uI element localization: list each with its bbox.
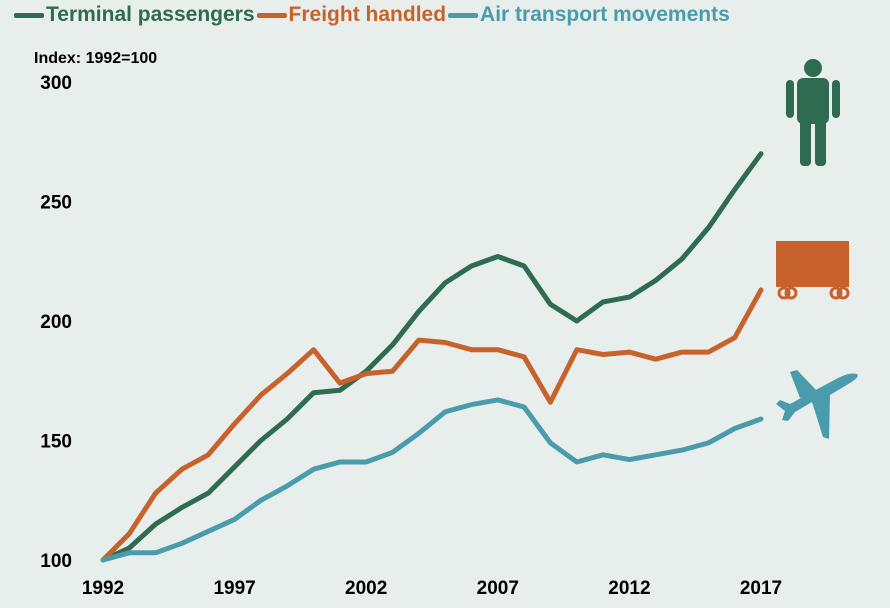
x-axis: 1992 1997 2002 2007 2012 2017	[82, 578, 782, 599]
legend-swatch	[14, 12, 44, 18]
y-tick-label: 150	[40, 432, 72, 453]
x-tick-label: 1992	[82, 578, 124, 599]
y-tick-label: 100	[40, 551, 72, 572]
series-line	[100, 287, 764, 563]
person-icon	[786, 59, 840, 166]
x-tick-label: 2002	[345, 578, 387, 599]
legend-swatch	[256, 12, 287, 18]
legend-item: Air transport movements	[448, 3, 730, 27]
legend-label: Air transport movements	[480, 3, 730, 26]
y-axis: 100 150 200 250 300	[40, 73, 72, 572]
x-tick-label: 1997	[213, 578, 255, 599]
freight-cart-icon	[776, 241, 850, 300]
x-tick-label: 2007	[477, 578, 519, 599]
legend-item: Terminal passengers	[14, 3, 255, 27]
legend-label: Terminal passengers	[46, 3, 255, 26]
y-tick-label: 250	[40, 193, 72, 214]
x-tick-label: 2017	[740, 578, 782, 599]
x-tick-label: 2012	[608, 578, 650, 599]
y-tick-label: 300	[40, 73, 72, 94]
series-line	[100, 151, 764, 563]
airplane-icon	[776, 370, 858, 439]
legend-label: Freight handled	[288, 3, 447, 26]
y-tick-label: 200	[40, 312, 72, 333]
series-line	[100, 397, 764, 563]
series-lines	[100, 151, 764, 563]
legend-swatch	[448, 12, 479, 18]
chart-legend: Terminal passengers Freight handled Air tr…	[14, 3, 732, 27]
legend-item: Freight handled	[256, 3, 447, 27]
index-note: Index: 1992=100	[34, 50, 158, 67]
